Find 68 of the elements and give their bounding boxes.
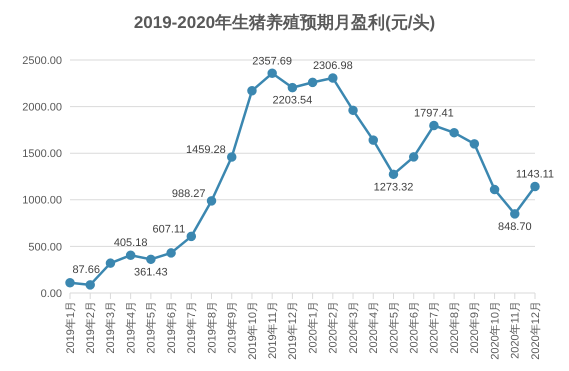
x-tick-label: 2020年9月 [469, 301, 482, 354]
x-tick-label: 2020年10月 [489, 301, 502, 360]
x-tick-label: 2020年2月 [328, 301, 340, 354]
point [470, 139, 480, 149]
point [146, 254, 156, 264]
x-tick-label: 2020年11月 [510, 301, 522, 359]
point [429, 120, 439, 130]
data-label: 361.43 [134, 266, 168, 278]
x-tick-label: 2020年3月 [348, 301, 360, 354]
data-label: 1273.32 [374, 181, 414, 194]
x-tick-label: 2020年1月 [307, 301, 320, 354]
point [85, 280, 95, 290]
point [490, 184, 500, 194]
x-tick-label: 2019年10月 [246, 301, 259, 360]
x-tick-label: 2019年4月 [125, 301, 138, 354]
x-tick-label: 2019年9月 [226, 301, 239, 354]
x-tick-label: 2020年7月 [428, 301, 441, 354]
point [166, 248, 176, 258]
x-tick-label: 2019年12月 [287, 301, 300, 360]
x-tick-label: 2019年2月 [85, 301, 98, 354]
x-tick-label: 2019年7月 [186, 301, 198, 354]
point [206, 196, 216, 206]
x-tick-label: 2020年6月 [408, 301, 421, 354]
point [530, 182, 540, 192]
chart-title: 2019-2020年生猪养殖预期月盈利(元/头) [132, 12, 436, 34]
point [408, 152, 418, 162]
point [186, 232, 196, 242]
point [65, 278, 75, 288]
data-label: 988.27 [172, 188, 206, 200]
data-label: 848.70 [498, 220, 532, 233]
data-label: 2203.54 [272, 94, 312, 107]
point [510, 209, 520, 219]
y-tick-label: 1000.00 [22, 194, 62, 207]
point [267, 68, 277, 78]
point [368, 135, 378, 145]
data-label: 1143.11 [516, 168, 554, 180]
x-tick-label: 2019年11月 [266, 301, 279, 359]
x-tick-label: 2019年6月 [166, 301, 178, 354]
y-tick-label: 2500.00 [22, 54, 62, 67]
point [247, 86, 257, 96]
point [106, 258, 116, 268]
y-tick-label: 500.00 [28, 241, 62, 254]
x-tick-label: 2019年5月 [146, 301, 158, 354]
x-tick-label: 2019年3月 [105, 301, 118, 354]
x-tick-label: 2020年5月 [388, 301, 400, 354]
y-tick-label: 1500.00 [22, 148, 62, 160]
y-tick-label: 0.00 [40, 288, 62, 300]
data-label: 2306.98 [312, 60, 353, 72]
point [449, 128, 459, 138]
data-label: 1459.28 [186, 144, 226, 156]
point [388, 170, 398, 180]
data-label: 1797.41 [414, 107, 454, 120]
point [226, 152, 236, 162]
point [348, 106, 358, 116]
x-tick-label: 2020年8月 [448, 301, 461, 354]
data-label: 607.11 [152, 223, 186, 236]
x-tick-label: 2020年4月 [368, 301, 380, 354]
data-label: 405.18 [114, 237, 148, 250]
x-tick-label: 2019年8月 [206, 301, 218, 354]
y-tick-label: 2000.00 [22, 102, 62, 114]
data-label: 2357.69 [252, 55, 292, 68]
point [126, 250, 136, 260]
data-label: 87.66 [72, 264, 100, 276]
x-tick-label: 2019年1月 [64, 301, 77, 354]
point [288, 82, 298, 92]
point [308, 78, 318, 88]
x-tick-label: 2020年12月 [530, 301, 542, 360]
point [328, 73, 338, 83]
